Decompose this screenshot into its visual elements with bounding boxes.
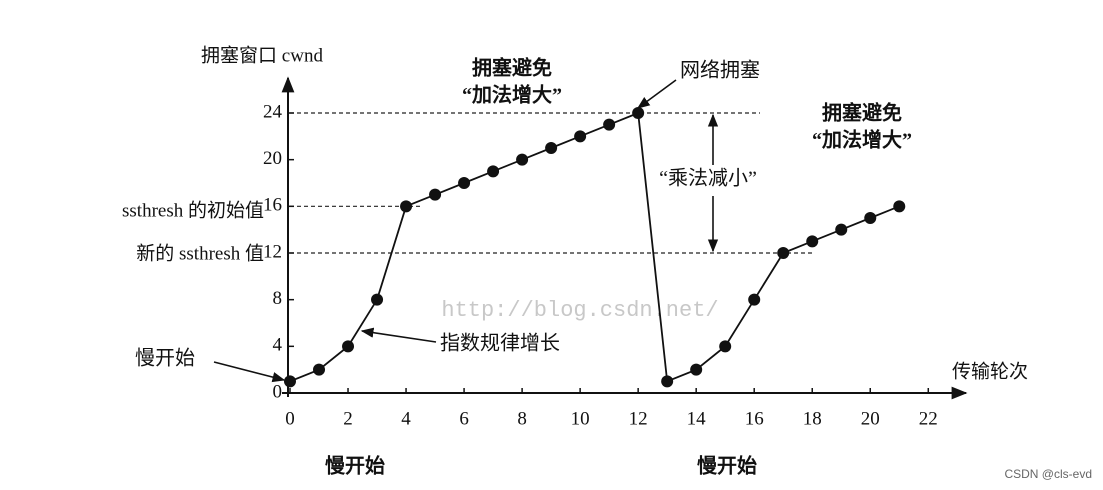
annotation: 慢开始 xyxy=(697,454,757,478)
annotation: 网络拥塞 xyxy=(680,59,760,82)
annotation: 拥塞避免 xyxy=(472,56,552,80)
y-tick-label: 16 xyxy=(263,195,282,216)
data-point xyxy=(545,142,558,154)
data-point xyxy=(284,375,296,388)
annotation-arrow xyxy=(636,79,677,109)
data-point xyxy=(400,200,413,213)
data-point xyxy=(806,235,819,248)
credit: CSDN @cls-evd xyxy=(1004,467,1092,481)
x-tick-label: 14 xyxy=(687,408,707,429)
data-point xyxy=(371,293,384,306)
annotation: 慢开始 xyxy=(135,347,195,370)
data-point xyxy=(835,223,848,236)
annotation: “加法增大” xyxy=(812,128,912,152)
x-tick-label: 20 xyxy=(861,408,880,429)
y-tick-label: 24 xyxy=(263,101,283,122)
annotation-arrow xyxy=(360,327,437,343)
y-tick-label: 12 xyxy=(263,241,282,262)
data-point xyxy=(574,130,587,143)
annotation: 慢开始 xyxy=(325,454,385,478)
annotation: “乘法减小” xyxy=(659,167,757,190)
x-axis-label: 传输轮次 xyxy=(952,360,1028,382)
x-tick-label: 18 xyxy=(803,408,822,429)
data-point xyxy=(690,363,703,376)
data-point xyxy=(893,200,906,213)
y-axis-label: 拥塞窗口 cwnd xyxy=(201,44,323,66)
annotation: 拥塞避免 xyxy=(822,101,902,125)
y-tick-label: 0 xyxy=(273,381,283,402)
x-tick-label: 0 xyxy=(285,408,295,429)
annotation: ssthresh 的初始值 xyxy=(122,199,264,221)
data-point xyxy=(429,188,442,201)
x-tick-label: 12 xyxy=(629,408,648,429)
data-point xyxy=(313,363,326,376)
x-tick-label: 10 xyxy=(571,408,590,429)
data-point xyxy=(458,177,471,189)
data-point xyxy=(864,212,877,224)
x-tick-label: 4 xyxy=(401,408,411,429)
x-tick-label: 22 xyxy=(919,408,938,429)
annotation: 新的 ssthresh 值 xyxy=(136,242,264,264)
data-point xyxy=(342,340,355,353)
series-line xyxy=(289,111,900,383)
data-point xyxy=(777,247,790,259)
x-tick-label: 6 xyxy=(459,408,469,429)
watermark: http://blog.csdn.net/ xyxy=(441,298,718,323)
annotation: “加法增大” xyxy=(462,83,562,107)
data-point xyxy=(603,118,616,131)
data-point xyxy=(487,165,500,178)
x-tick-label: 2 xyxy=(343,408,353,429)
data-point xyxy=(748,293,761,306)
data-point xyxy=(516,153,529,166)
y-tick-label: 4 xyxy=(273,335,283,356)
y-tick-label: 8 xyxy=(273,288,283,309)
data-point xyxy=(661,375,674,388)
annotation-arrow xyxy=(213,361,286,383)
x-tick-label: 8 xyxy=(517,408,527,429)
x-tick-label: 16 xyxy=(745,408,764,429)
data-point xyxy=(632,107,645,119)
data-point xyxy=(719,340,732,353)
annotation: 指数规律增长 xyxy=(440,332,560,355)
y-tick-label: 20 xyxy=(263,148,282,169)
